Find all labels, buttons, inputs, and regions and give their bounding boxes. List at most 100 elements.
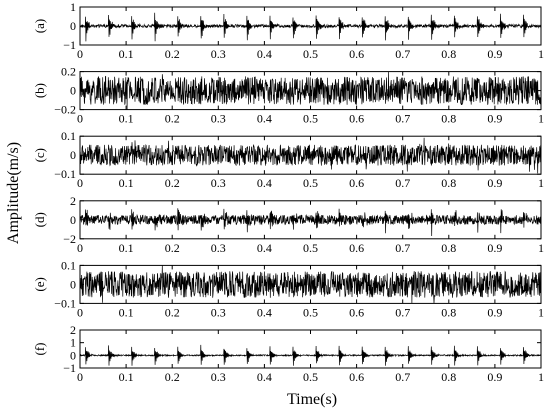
- x-tick-label: 0.1: [119, 370, 134, 384]
- x-tick-label: 0.5: [303, 112, 318, 126]
- y-tick-label: 0.1: [61, 129, 76, 143]
- y-tick-label: −1: [63, 38, 76, 52]
- x-tick-label: 0.4: [257, 305, 272, 319]
- x-tick-label: 0.3: [211, 112, 226, 126]
- x-tick-label: 0.2: [165, 176, 180, 190]
- x-tick-label: 0: [77, 241, 83, 255]
- x-tick-label: 0.4: [257, 176, 272, 190]
- signal-series-d: [80, 208, 541, 237]
- x-tick-label: 0.4: [257, 47, 272, 61]
- x-tick-label: 0.6: [349, 370, 364, 384]
- x-tick-label: 0.1: [119, 241, 134, 255]
- y-tick-label: 1: [70, 336, 76, 350]
- x-tick-label: 0.7: [395, 370, 410, 384]
- x-tick-label: 0.3: [211, 370, 226, 384]
- x-tick-label: 0.8: [441, 305, 456, 319]
- x-tick-label: 0.6: [349, 176, 364, 190]
- x-tick-label: 0.5: [303, 176, 318, 190]
- y-tick-label: 2: [70, 194, 76, 208]
- y-tick-label: 2: [70, 323, 76, 337]
- x-tick-label: 1: [538, 176, 544, 190]
- y-tick-label: 0: [70, 277, 76, 291]
- x-tick-label: 0.8: [441, 176, 456, 190]
- panel-label: (e): [32, 277, 47, 291]
- x-tick-label: 0.3: [211, 176, 226, 190]
- subplots-group: 0 0.1 0.2 0.3 0.4 0.5 0.6 0.7 0.8 0.9 110−1(a)0 0.1…: [32, 0, 544, 384]
- x-tick-label: 1: [538, 305, 544, 319]
- y-tick-label: −2: [63, 232, 76, 246]
- y-axis-title: Amplitude(m/s): [5, 142, 22, 244]
- subplot-d: 0 0.1 0.2 0.3 0.4 0.5 0.6 0.7 0.8 0.9 120−2(d): [32, 194, 544, 255]
- x-tick-label: 0.2: [165, 370, 180, 384]
- y-tick-label: −1: [63, 361, 76, 375]
- x-tick-label: 0.8: [441, 47, 456, 61]
- x-tick-label: 0.5: [303, 47, 318, 61]
- y-tick-label: 0: [70, 213, 76, 227]
- panel-label: (c): [32, 148, 47, 162]
- x-tick-label: 0.9: [487, 370, 502, 384]
- x-tick-label: 0.7: [395, 241, 410, 255]
- y-tick-label: 1: [70, 0, 76, 14]
- x-tick-label: 0: [77, 47, 83, 61]
- x-tick-label: 0.2: [165, 112, 180, 126]
- x-tick-label: 0: [77, 370, 83, 384]
- axes-frame: [79, 329, 542, 369]
- y-tick-label: −0.1: [54, 296, 76, 310]
- x-tick-label: 0.9: [487, 47, 502, 61]
- signal-series-e: [80, 265, 541, 304]
- x-tick-label: 0.5: [303, 305, 318, 319]
- signal-series-a: [80, 12, 541, 42]
- y-tick-label: 0: [70, 84, 76, 98]
- x-tick-label: 0.6: [349, 112, 364, 126]
- subplot-e: 0 0.1 0.2 0.3 0.4 0.5 0.6 0.7 0.8 0.9 10.10−0.1(e): [32, 258, 544, 319]
- x-tick-label: 0.4: [257, 370, 272, 384]
- x-tick-label: 0.2: [165, 241, 180, 255]
- x-tick-label: 0.1: [119, 112, 134, 126]
- x-tick-label: 0.7: [395, 176, 410, 190]
- x-tick-label: 0.4: [257, 241, 272, 255]
- y-tick-label: 0: [70, 148, 76, 162]
- x-tick-label: 1: [538, 241, 544, 255]
- x-tick-label: 0: [77, 176, 83, 190]
- subplot-c: 0 0.1 0.2 0.3 0.4 0.5 0.6 0.7 0.8 0.9 10.10−0.1(c): [32, 129, 544, 190]
- x-tick-label: 0.9: [487, 305, 502, 319]
- x-tick-label: 0.9: [487, 176, 502, 190]
- signal-series-b: [80, 71, 541, 110]
- y-tick-label: −0.1: [54, 167, 76, 181]
- x-tick-label: 0.7: [395, 305, 410, 319]
- x-tick-label: 0: [77, 112, 83, 126]
- x-tick-label: 0.8: [441, 112, 456, 126]
- x-axis-title: Time(s): [287, 391, 337, 408]
- x-tick-label: 0.9: [487, 241, 502, 255]
- x-tick-label: 0.3: [211, 305, 226, 319]
- signal-series-f: [80, 344, 541, 366]
- x-tick-label: 0.7: [395, 47, 410, 61]
- x-tick-label: 1: [538, 47, 544, 61]
- panel-label: (a): [32, 19, 47, 33]
- x-tick-label: 0: [77, 305, 83, 319]
- panel-label: (b): [32, 83, 47, 98]
- subplot-b: 0 0.1 0.2 0.3 0.4 0.5 0.6 0.7 0.8 0.9 10.20−0.2(b): [32, 65, 544, 126]
- x-tick-label: 0.3: [211, 241, 226, 255]
- x-tick-label: 0.5: [303, 241, 318, 255]
- x-tick-label: 0.8: [441, 241, 456, 255]
- x-tick-label: 0.5: [303, 370, 318, 384]
- x-tick-label: 0.3: [211, 47, 226, 61]
- x-tick-label: 0.1: [119, 47, 134, 61]
- x-tick-label: 1: [538, 112, 544, 126]
- signal-series-c: [80, 137, 541, 174]
- x-tick-label: 0.7: [395, 112, 410, 126]
- y-tick-label: 0.2: [61, 65, 76, 79]
- subplot-a: 0 0.1 0.2 0.3 0.4 0.5 0.6 0.7 0.8 0.9 110−1(a): [32, 0, 544, 61]
- x-tick-label: 0.1: [119, 176, 134, 190]
- x-tick-label: 0.2: [165, 305, 180, 319]
- x-tick-label: 0.8: [441, 370, 456, 384]
- x-tick-label: 0.4: [257, 112, 272, 126]
- x-tick-label: 1: [538, 370, 544, 384]
- x-tick-label: 0.6: [349, 305, 364, 319]
- x-tick-label: 0.6: [349, 241, 364, 255]
- panel-label: (d): [32, 212, 47, 227]
- y-tick-label: 0: [70, 19, 76, 33]
